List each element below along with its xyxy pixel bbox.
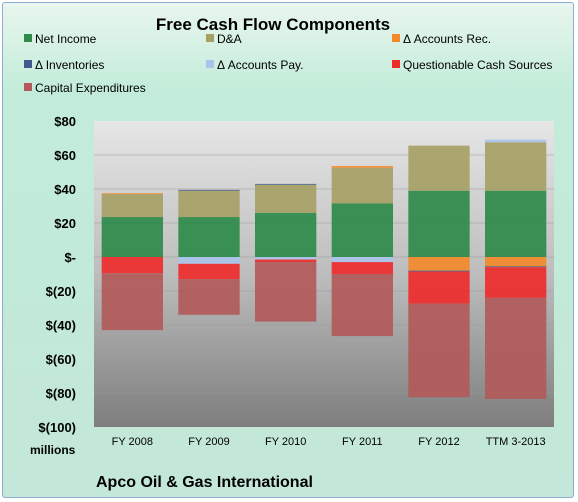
bar-segment — [178, 217, 240, 257]
bar-segment — [331, 274, 393, 337]
y-tick-label: $(40) — [46, 318, 76, 333]
bar-segment — [178, 257, 240, 264]
bar-segment — [331, 257, 393, 263]
legend-swatch — [24, 60, 32, 68]
bar-segment — [331, 262, 393, 274]
bar-segment — [408, 271, 470, 304]
bar-segment — [255, 183, 317, 185]
bar-segment — [485, 139, 547, 143]
y-tick-label: $- — [64, 250, 76, 265]
gridlines — [94, 154, 554, 394]
bar-segment — [101, 257, 163, 274]
y-tick-label: $(100) — [38, 420, 76, 435]
bar-segment — [101, 217, 163, 257]
chart-title: Free Cash Flow Components — [156, 15, 390, 34]
bar-segment — [485, 267, 547, 298]
bar-segment — [485, 297, 547, 399]
x-tick-label: FY 2008 — [112, 436, 153, 448]
legend-label: Questionable Cash Sources — [403, 58, 552, 72]
bar-segment — [485, 190, 547, 257]
x-tick-label: FY 2009 — [188, 436, 229, 448]
bar-segment — [408, 303, 470, 398]
bar-segment — [485, 142, 547, 191]
bar-segment — [178, 279, 240, 315]
bars — [101, 139, 547, 399]
legend-label: Net Income — [35, 32, 97, 46]
bar-segment — [331, 203, 393, 257]
legend-swatch — [24, 34, 32, 42]
bar-segment — [255, 184, 317, 213]
y-tick-label: $(80) — [46, 386, 76, 401]
legend-label: Δ Accounts Rec. — [403, 32, 491, 46]
bar-segment — [178, 263, 240, 280]
legend-swatch — [392, 34, 400, 42]
legend-label: Δ Inventories — [35, 58, 104, 72]
bar-segment — [101, 193, 163, 195]
legend-swatch — [392, 60, 400, 68]
legend: Net Income D&A Δ Accounts Rec. Δ Inventorie… — [24, 32, 552, 95]
bar-segment — [331, 166, 393, 168]
bar-segment — [101, 194, 163, 218]
bar-segment — [408, 145, 470, 191]
bar-segment — [331, 167, 393, 204]
y-tick-label: $(60) — [46, 352, 76, 367]
unit-label: millions — [30, 443, 76, 457]
bar-segment — [408, 257, 470, 271]
y-axis-tick-labels: $80 $60 $40 $20 $- $(20) $(40) $(60) $(80) $(100) — [38, 114, 76, 435]
y-tick-label: $20 — [54, 216, 76, 231]
legend-swatch — [206, 60, 214, 68]
y-tick-label: $60 — [54, 148, 76, 163]
y-tick-label: $(20) — [46, 284, 76, 299]
y-tick-label: $40 — [54, 182, 76, 197]
x-axis-tick-labels: FY 2008 FY 2009 FY 2010 FY 2011 FY 2012 TTM 3… — [112, 436, 546, 448]
x-tick-label: FY 2010 — [265, 436, 306, 448]
bar-segment — [178, 189, 240, 191]
legend-swatch — [206, 34, 214, 42]
x-tick-label: TTM 3-2013 — [486, 436, 546, 448]
bar-segment — [408, 270, 470, 272]
y-tick-label: $80 — [54, 114, 76, 129]
legend-label: Δ Accounts Pay. — [217, 58, 304, 72]
plot-area — [94, 121, 554, 427]
bar-segment — [178, 190, 240, 218]
bar-segment — [408, 190, 470, 257]
bar-segment — [485, 266, 547, 268]
legend-label: Capital Expenditures — [35, 81, 146, 95]
bar-segment — [101, 273, 163, 331]
legend-label: D&A — [217, 32, 242, 46]
bar-segment — [255, 262, 317, 322]
x-tick-label: FY 2011 — [342, 436, 383, 448]
x-tick-label: FY 2012 — [418, 436, 459, 448]
bar-segment — [255, 257, 317, 260]
bar-segment — [255, 259, 317, 263]
bar-segment — [255, 212, 317, 257]
footer-company-name: Apco Oil & Gas International — [96, 474, 313, 491]
bar-segment — [485, 257, 547, 267]
legend-swatch — [24, 83, 32, 91]
